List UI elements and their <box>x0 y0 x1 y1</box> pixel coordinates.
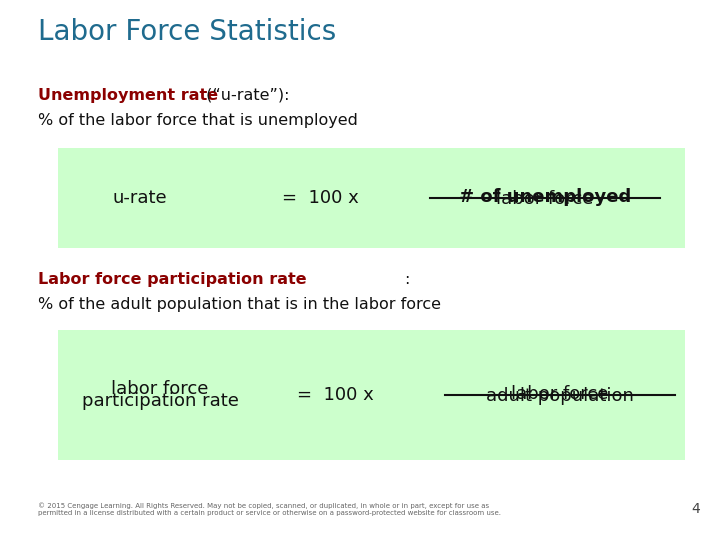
Text: adult population: adult population <box>486 387 634 405</box>
Text: =  100 x: = 100 x <box>282 189 359 207</box>
Text: 4: 4 <box>691 502 700 516</box>
Text: labor force: labor force <box>496 190 594 208</box>
Text: =  100 x: = 100 x <box>297 386 374 404</box>
Text: labor force: labor force <box>511 385 608 403</box>
Text: participation rate: participation rate <box>81 392 238 410</box>
Text: u-rate: u-rate <box>113 189 167 207</box>
Text: % of the adult population that is in the labor force: % of the adult population that is in the… <box>38 297 441 312</box>
Text: Labor force participation rate: Labor force participation rate <box>38 272 307 287</box>
Text: # of unemployed: # of unemployed <box>459 188 631 206</box>
Text: Unemployment rate: Unemployment rate <box>38 88 218 103</box>
Text: (“u-rate”):: (“u-rate”): <box>201 88 289 103</box>
Text: :: : <box>404 272 410 287</box>
Text: © 2015 Cengage Learning. All Rights Reserved. May not be copied, scanned, or dup: © 2015 Cengage Learning. All Rights Rese… <box>38 502 501 516</box>
Text: % of the labor force that is unemployed: % of the labor force that is unemployed <box>38 113 358 128</box>
Text: labor force: labor force <box>112 380 209 398</box>
Text: Labor Force Statistics: Labor Force Statistics <box>38 18 336 46</box>
FancyBboxPatch shape <box>58 330 685 460</box>
FancyBboxPatch shape <box>58 148 685 248</box>
